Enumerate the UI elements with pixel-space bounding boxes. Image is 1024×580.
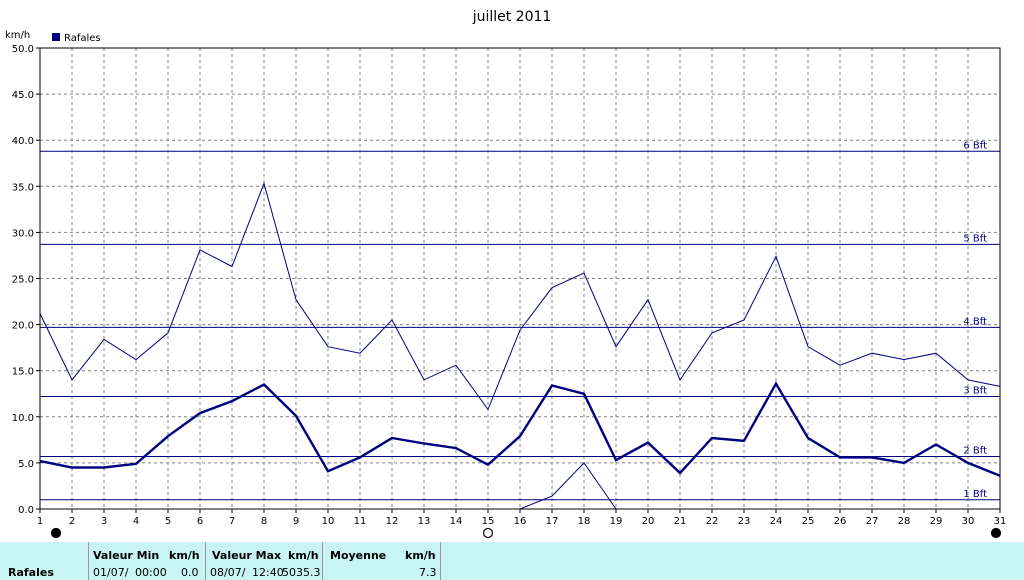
footer-label-cell: Rafales xyxy=(0,542,88,580)
footer-row-label: Rafales xyxy=(8,566,54,579)
x-tick-label: 11 xyxy=(354,516,367,527)
x-tick-label: 22 xyxy=(706,516,719,527)
chart-title: juillet 2011 xyxy=(472,9,552,25)
min-unit: km/h xyxy=(169,549,200,562)
footer-separator xyxy=(205,542,206,580)
max-header: Valeur Max xyxy=(212,549,282,562)
x-tick-label: 9 xyxy=(293,516,299,527)
x-tick-label: 28 xyxy=(898,516,911,527)
x-tick-label: 24 xyxy=(770,516,783,527)
beaufort-label: 6 Bft xyxy=(963,140,987,151)
x-tick-label: 23 xyxy=(738,516,751,527)
max-date: 08/07/ xyxy=(210,566,246,579)
y-tick-label: 25.0 xyxy=(12,275,34,286)
max-unit: km/h xyxy=(288,549,319,562)
x-tick-label: 19 xyxy=(610,516,623,527)
avg-unit: km/h xyxy=(405,549,436,562)
series-line-1 xyxy=(39,181,1001,411)
x-tick-label: 5 xyxy=(165,516,171,527)
footer-avg-cell: Moyenne km/h 7.3 xyxy=(323,542,440,580)
x-tick-label: 25 xyxy=(802,516,815,527)
moon-full-icon xyxy=(482,527,494,539)
x-tick-label: 29 xyxy=(930,516,943,527)
y-tick-label: 20.0 xyxy=(12,321,34,332)
x-tick-label: 2 xyxy=(69,516,75,527)
series-line-2 xyxy=(39,381,1001,477)
x-tick-label: 12 xyxy=(386,516,399,527)
min-value: 0.0 xyxy=(181,566,199,579)
x-tick-label: 1 xyxy=(37,516,43,527)
avg-header: Moyenne xyxy=(330,549,387,562)
max-time: 12:40 xyxy=(252,566,284,579)
x-tick-label: 15 xyxy=(482,516,495,527)
y-tick-label: 50.0 xyxy=(12,44,34,55)
y-tick-label: 5.0 xyxy=(18,459,34,470)
legend-label: Rafales xyxy=(64,33,101,44)
x-tick-label: 13 xyxy=(418,516,431,527)
beaufort-label: 1 Bft xyxy=(963,489,987,500)
y-tick-label: 40.0 xyxy=(12,136,34,147)
y-tick-label: 30.0 xyxy=(12,228,34,239)
max-value: 35.3 xyxy=(296,566,321,579)
x-tick-label: 27 xyxy=(866,516,879,527)
stats-footer: Rafales Valeur Min km/h 01/07/ 00:00 0.0… xyxy=(0,542,1024,580)
legend-swatch xyxy=(52,33,60,41)
x-tick-label: 18 xyxy=(578,516,591,527)
x-tick-label: 21 xyxy=(674,516,687,527)
series-line-3 xyxy=(519,462,617,510)
y-tick-labels: 0.0 5.0 10.0 15.0 20.0 25.0 30.0 35.0 40.0 45.0 50… xyxy=(12,44,40,516)
moon-new-icon xyxy=(990,527,1002,539)
x-tick-label: 6 xyxy=(197,516,203,527)
beaufort-reference-lines: 1 Bft 2 Bft 3 Bft 4 Bft 5 Bft 6 Bft xyxy=(40,140,1000,501)
y-tick-label: 15.0 xyxy=(12,367,34,378)
x-tick-label: 20 xyxy=(642,516,655,527)
footer-separator xyxy=(322,542,323,580)
chart: juillet 2011 km/h Rafales 1 Bft 2 Bft 3 Bf… xyxy=(5,9,1007,539)
y-tick-label: 10.0 xyxy=(12,413,34,424)
x-tick-label: 30 xyxy=(962,516,975,527)
footer-min-cell: Valeur Min km/h 01/07/ 00:00 0.0 xyxy=(89,542,205,580)
beaufort-label: 5 Bft xyxy=(963,233,987,244)
x-tick-label: 31 xyxy=(994,516,1007,527)
y-tick-label: 45.0 xyxy=(12,90,34,101)
series-lines xyxy=(39,181,1001,510)
min-time: 00:00 xyxy=(135,566,167,579)
x-tick-label: 14 xyxy=(450,516,463,527)
x-tick-labels: 1 2 3 4 5 6 7 8 9 10 11 12 13 14 15 16 17 18 19 20 21 22 23 24 2… xyxy=(37,509,1007,527)
x-tick-label: 10 xyxy=(322,516,335,527)
avg-value: 7.3 xyxy=(419,566,437,579)
min-header: Valeur Min xyxy=(93,549,160,562)
x-tick-label: 4 xyxy=(133,516,139,527)
x-tick-label: 8 xyxy=(261,516,267,527)
x-tick-label: 3 xyxy=(101,516,107,527)
min-date: 01/07/ xyxy=(93,566,129,579)
y-tick-label: 35.0 xyxy=(12,182,34,193)
beaufort-label: 3 Bft xyxy=(963,386,987,397)
x-tick-label: 26 xyxy=(834,516,847,527)
max-extra: 50 xyxy=(282,566,296,579)
x-tick-label: 7 xyxy=(229,516,235,527)
grid xyxy=(40,48,1000,509)
beaufort-label: 2 Bft xyxy=(963,445,987,456)
x-tick-label: 16 xyxy=(514,516,527,527)
footer-separator xyxy=(88,542,89,580)
footer-separator xyxy=(440,542,441,580)
moon-phase-markers xyxy=(50,527,1002,539)
moon-new-icon xyxy=(50,527,62,539)
y-axis-unit: km/h xyxy=(5,30,30,41)
y-tick-label: 0.0 xyxy=(18,505,34,516)
beaufort-label: 4 Bft xyxy=(963,316,987,327)
footer-empty xyxy=(441,542,1024,580)
x-tick-label: 17 xyxy=(546,516,559,527)
footer-max-cell: Valeur Max km/h 08/07/ 12:40 50 35.3 xyxy=(206,542,322,580)
